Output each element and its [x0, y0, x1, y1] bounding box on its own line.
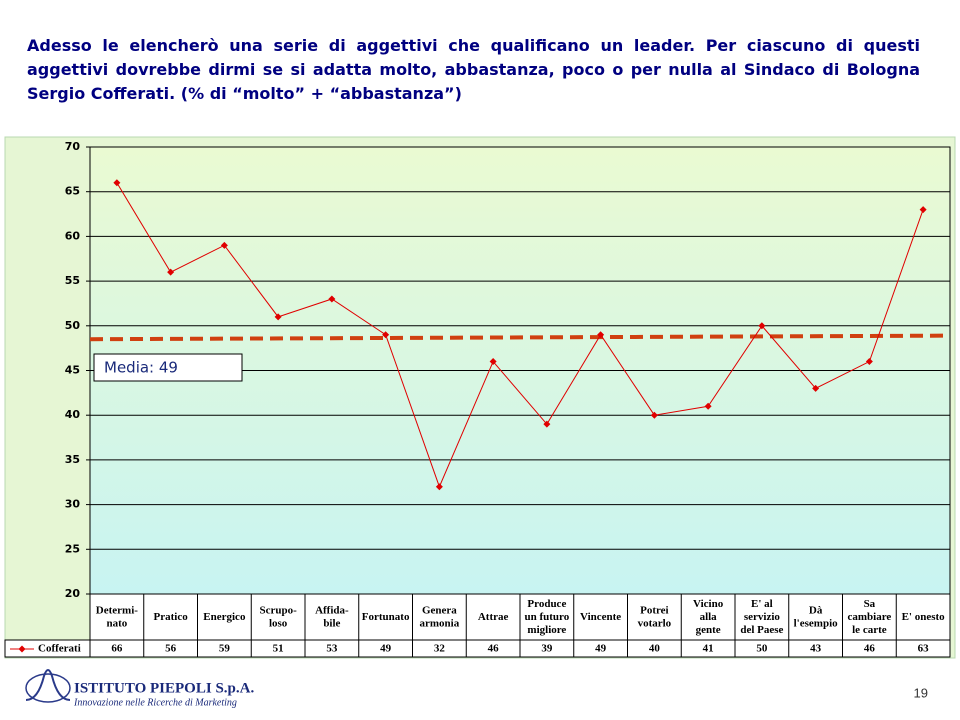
company-tagline: Innovazione nelle Ricerche di Marketing: [73, 697, 237, 708]
marker: [597, 331, 605, 339]
logo: ISTITUTO PIEPOLI S.p.A. Innovazione nell…: [25, 669, 254, 708]
marker: [113, 179, 121, 187]
page-number: 19: [914, 685, 928, 700]
data-table-value: 49: [380, 643, 392, 655]
y-tick-label: 55: [65, 274, 80, 287]
y-tick-label: 20: [65, 587, 81, 600]
data-table-value: 56: [165, 643, 177, 655]
marker: [812, 384, 820, 392]
data-table-value: 43: [810, 643, 822, 655]
x-tick-label: Potrei votarlo: [638, 604, 672, 629]
y-tick-label: 25: [65, 542, 80, 555]
marker: [543, 420, 551, 428]
marker: [167, 268, 175, 276]
y-tick-label: 35: [65, 453, 80, 466]
marker: [274, 313, 282, 321]
data-table-value: 53: [326, 643, 338, 655]
data-table-value: 46: [864, 643, 876, 655]
x-tick-label: Vicino alla gente: [693, 598, 724, 636]
x-tick-label: Affida-bile: [315, 604, 349, 629]
y-tick-label: 45: [65, 364, 80, 377]
y-tick-label: 60: [65, 229, 81, 242]
data-table-value: 63: [918, 643, 930, 655]
y-tick-label: 65: [65, 185, 80, 198]
marker: [435, 483, 443, 491]
data-table-value: 32: [434, 643, 446, 655]
x-tick-label: Attrae: [478, 611, 509, 623]
x-tick-label: Dà l'esempio: [794, 604, 838, 629]
marker: [865, 358, 873, 366]
data-table-value: 50: [756, 643, 768, 655]
mean-label-box: [93, 353, 243, 382]
x-tick-label: E' al servizio del Paese: [740, 598, 783, 636]
marker: [382, 331, 390, 339]
company-name: ISTITUTO PIEPOLI S.p.A.: [74, 680, 254, 696]
x-tick-label: Sa cambiare le carte: [847, 598, 891, 636]
legend-marker: [18, 645, 26, 653]
x-tick-label: Determi-nato: [96, 604, 138, 629]
y-tick-label: 50: [65, 319, 81, 332]
data-table-value: 41: [703, 643, 714, 655]
data-table-value: 40: [649, 643, 661, 655]
x-tick-label: E' onesto: [902, 611, 946, 623]
marker: [220, 241, 228, 249]
mean-label: Media: 49: [104, 359, 178, 377]
x-tick-label: Produce un futuro migliore: [525, 598, 570, 636]
data-table-value: 49: [595, 643, 607, 655]
y-tick-label: 70: [65, 140, 81, 153]
data-table-value: 51: [273, 643, 284, 655]
marker: [704, 402, 712, 410]
x-tick-label: Fortunato: [362, 611, 410, 623]
legend-label: Cofferati: [38, 643, 81, 655]
y-tick-label: 30: [65, 498, 81, 511]
marker: [650, 411, 658, 419]
y-tick-label: 40: [65, 408, 81, 421]
data-table-value: 59: [219, 643, 231, 655]
series-line: [116, 182, 924, 489]
x-tick-label: Scrupo-loso: [259, 604, 297, 629]
data-row: [4, 639, 951, 658]
x-tick-label: Pratico: [154, 611, 189, 623]
x-tick-label: Energico: [203, 611, 246, 623]
marker: [489, 358, 497, 366]
mean-line: [89, 333, 951, 342]
x-tick-label: Vincente: [580, 611, 621, 623]
marker: [328, 295, 336, 303]
data-table-value: 39: [541, 643, 553, 655]
marker: [758, 322, 766, 330]
slide-title: Adesso le elencherò una serie di aggetti…: [27, 36, 920, 103]
marker: [919, 206, 927, 214]
data-table-value: 46: [488, 643, 500, 655]
data-table-value: 66: [111, 643, 123, 655]
x-tick-label: Genera armonia: [420, 604, 460, 629]
